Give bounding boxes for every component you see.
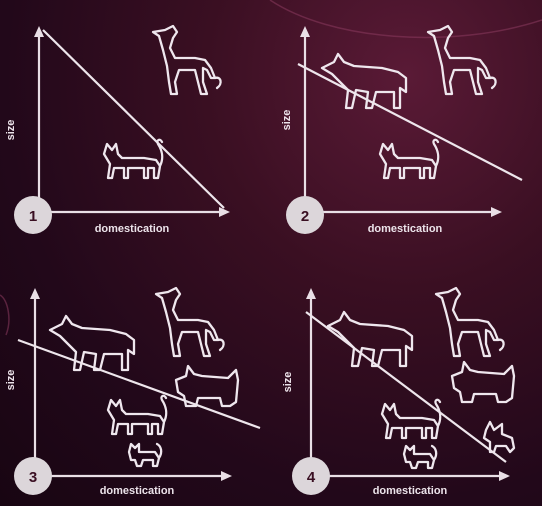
- y-axis-arrow-icon: [34, 26, 44, 37]
- cat-icon: [106, 394, 168, 436]
- y-axis-arrow-icon: [30, 288, 40, 299]
- y-axis-arrow-icon: [306, 288, 316, 299]
- x-axis-arrow-icon: [491, 207, 502, 217]
- panel-number: 1: [29, 208, 37, 225]
- cat-icon: [378, 138, 440, 180]
- x-axis-label: domestication: [373, 485, 448, 497]
- y-axis-label: size: [282, 372, 294, 393]
- wolf-icon: [320, 52, 408, 110]
- kitten-icon: [127, 442, 163, 468]
- panel-number-badge: [14, 196, 52, 234]
- dog-icon: [154, 286, 225, 358]
- x-axis-label: domestication: [100, 485, 175, 497]
- y-axis-label: size: [5, 370, 17, 391]
- trend-line: [17, 338, 261, 430]
- panel-3: size domestication 3: [5, 286, 261, 497]
- x-axis-arrow-icon: [499, 471, 510, 481]
- dog-icon: [434, 286, 505, 358]
- panel-number: 4: [307, 469, 316, 486]
- panel-number: 3: [29, 469, 37, 486]
- background-arc: [269, 0, 542, 39]
- panel-1: size domestication 1: [5, 24, 230, 235]
- panel-number: 2: [301, 208, 309, 225]
- panel-number-badge: [286, 196, 324, 234]
- background-arc: [0, 294, 10, 336]
- x-axis-label: domestication: [95, 223, 170, 235]
- wolf-icon: [48, 314, 136, 372]
- y-axis-label: size: [5, 120, 17, 141]
- panel-number-badge: [14, 457, 52, 495]
- x-axis-label: domestication: [368, 223, 443, 235]
- panel-4: size domestication 4: [282, 286, 516, 497]
- trend-line: [297, 63, 523, 181]
- x-axis-arrow-icon: [219, 207, 230, 217]
- kitten-icon: [402, 444, 438, 470]
- dog-icon: [151, 24, 222, 96]
- cat-icon: [102, 138, 164, 180]
- trend-line: [42, 29, 225, 209]
- y-axis-label: size: [281, 110, 293, 131]
- terrier-icon: [450, 360, 516, 404]
- terrier-icon: [174, 364, 240, 408]
- x-axis-arrow-icon: [221, 471, 232, 481]
- trend-line: [305, 311, 507, 463]
- y-axis-arrow-icon: [300, 26, 310, 37]
- panel-2: size domestication 2: [281, 24, 523, 235]
- panel-number-badge: [292, 457, 330, 495]
